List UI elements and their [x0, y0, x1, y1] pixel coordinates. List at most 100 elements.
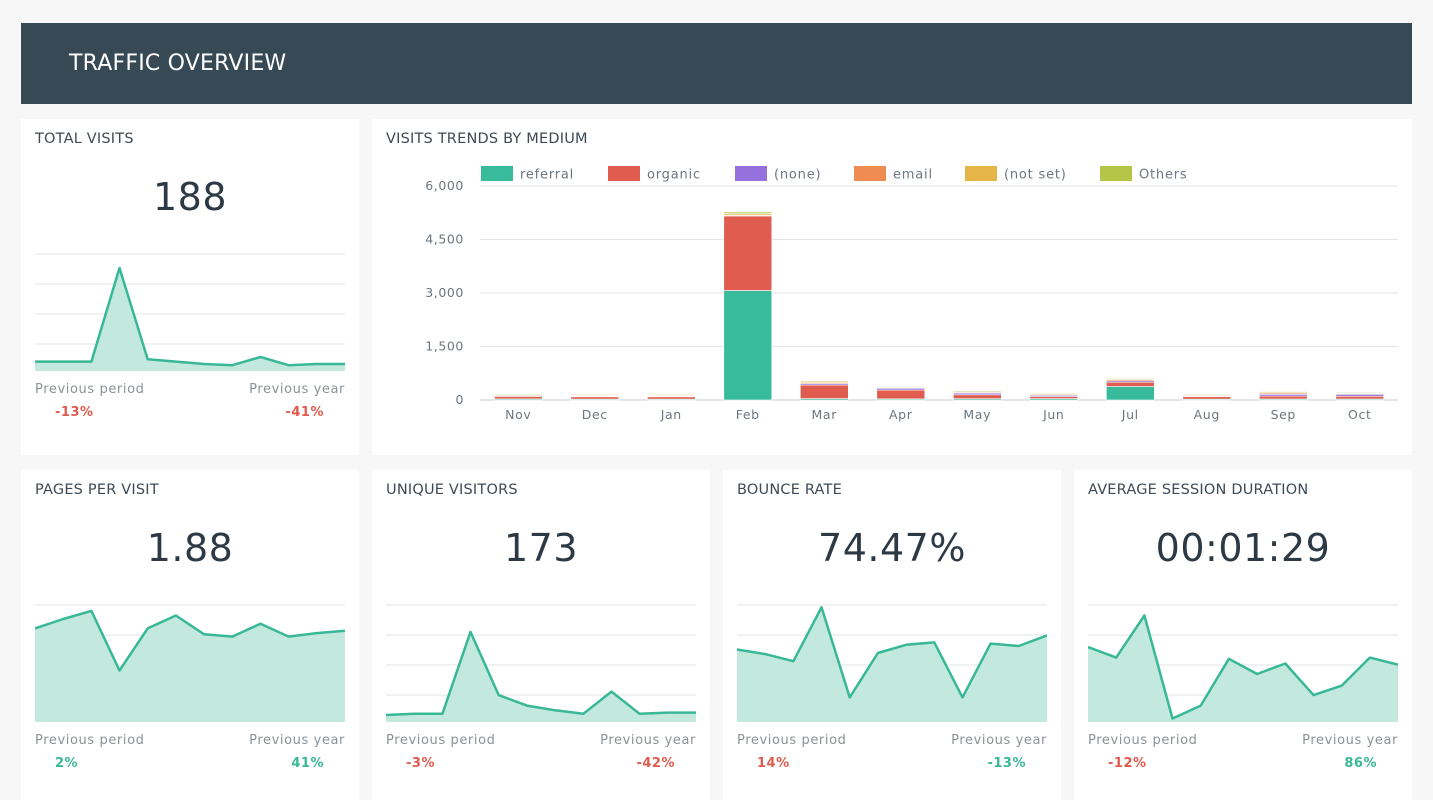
previous-year-label: Previous year	[1302, 733, 1398, 748]
pages-per-visit-card[interactable]: PAGES PER VISIT 1.88 Previous period Previo…	[21, 470, 359, 800]
bar-segment-nov-1[interactable]	[494, 396, 543, 400]
bar-segment-mar-5[interactable]	[799, 380, 849, 382]
chart-title: VISITS TRENDS BY MEDIUM	[386, 131, 588, 147]
y-tick-label: 0	[455, 392, 464, 407]
bar-segment-oct-1[interactable]	[1335, 395, 1385, 400]
avg-session-duration-card[interactable]: AVERAGE SESSION DURATION 00:01:29 Previous…	[1074, 470, 1412, 800]
bar-segment-jul-0[interactable]	[1105, 386, 1155, 401]
kpi-value: 173	[503, 526, 579, 570]
bar-segment-oct-5[interactable]	[1335, 392, 1385, 394]
legend-swatch	[735, 166, 767, 181]
legend-label: referral	[520, 168, 574, 183]
sparkline-chart	[35, 253, 345, 371]
bar-segment-feb-0[interactable]	[723, 290, 773, 401]
card-title: PAGES PER VISIT	[35, 482, 159, 498]
kpi-value: 74.47%	[818, 526, 966, 570]
sparkline-line	[386, 630, 696, 717]
sparkline-line	[35, 266, 345, 367]
previous-year-change: -13%	[987, 756, 1026, 771]
sparkline-chart	[386, 604, 696, 722]
legend-label: (none)	[774, 168, 821, 183]
bar-segment-sep-1[interactable]	[1258, 395, 1308, 400]
kpi-value: 1.88	[146, 526, 234, 570]
sparkline-area	[35, 610, 345, 722]
previous-period-label: Previous period	[386, 733, 496, 748]
card-title: AVERAGE SESSION DURATION	[1088, 482, 1309, 498]
bar-segment-aug-1[interactable]	[1182, 396, 1232, 400]
y-tick-label: 6,000	[425, 178, 464, 193]
sparkline-line	[1088, 614, 1398, 720]
x-tick-label: Dec	[582, 407, 608, 422]
previous-year-label: Previous year	[249, 382, 345, 397]
card-title: UNIQUE VISITORS	[386, 482, 518, 498]
previous-period-label: Previous period	[35, 382, 145, 397]
legend-swatch	[965, 166, 997, 181]
bounce-rate-card[interactable]: BOUNCE RATE 74.47% Previous period Previous…	[723, 470, 1061, 800]
unique-visitors-card[interactable]: UNIQUE VISITORS 173 Previous period Previou…	[372, 470, 710, 800]
previous-year-change: 41%	[291, 756, 324, 771]
sparkline-chart	[1088, 604, 1398, 722]
bar-segment-jul-5[interactable]	[1105, 377, 1155, 380]
bar-segment-dec-1[interactable]	[570, 396, 620, 400]
bar-segment-may-5[interactable]	[952, 390, 1002, 392]
legend-label: (not set)	[1004, 168, 1067, 183]
sparkline-line	[35, 609, 345, 672]
previous-period-label: Previous period	[737, 733, 847, 748]
previous-period-label: Previous period	[35, 733, 145, 748]
bar-segment-feb-5[interactable]	[723, 211, 773, 214]
previous-period-change: 14%	[757, 756, 790, 771]
x-tick-label: Apr	[889, 407, 913, 422]
card-title: TOTAL VISITS	[35, 131, 134, 147]
legend-swatch	[854, 166, 886, 181]
previous-period-change: -12%	[1108, 756, 1147, 771]
previous-year-label: Previous year	[249, 733, 345, 748]
x-tick-label: Feb	[736, 407, 760, 422]
kpi-value: 188	[152, 175, 228, 219]
sparkline-chart	[35, 604, 345, 722]
card-title: BOUNCE RATE	[737, 482, 842, 498]
legend-swatch	[608, 166, 640, 181]
sparkline-area	[35, 268, 345, 371]
sparkline-area	[737, 607, 1047, 722]
kpi-value: 00:01:29	[1155, 526, 1331, 570]
x-tick-label: Nov	[505, 407, 531, 422]
total-visits-card[interactable]: TOTAL VISITS 188 Previous period Previous y…	[21, 119, 359, 455]
legend-swatch	[1100, 166, 1132, 181]
x-tick-label: May	[963, 407, 991, 422]
y-tick-label: 4,500	[425, 232, 464, 247]
bar-segment-dec-5[interactable]	[570, 394, 620, 396]
legend-label: email	[893, 168, 933, 183]
bar-segment-feb-1[interactable]	[723, 215, 773, 291]
bar-segment-mar-1[interactable]	[799, 384, 849, 399]
bar-segment-apr-5[interactable]	[876, 386, 926, 388]
bar-segment-sep-5[interactable]	[1258, 391, 1308, 393]
bar-segment-aug-5[interactable]	[1182, 393, 1232, 396]
y-tick-label: 3,000	[425, 285, 464, 300]
bar-segment-jun-5[interactable]	[1029, 392, 1079, 395]
page-title: TRAFFIC OVERVIEW	[69, 51, 287, 76]
previous-period-label: Previous period	[1088, 733, 1198, 748]
legend-label: Others	[1139, 168, 1188, 183]
bar-segment-jan-1[interactable]	[646, 396, 696, 400]
bar-segment-nov-5[interactable]	[494, 393, 543, 395]
x-tick-label: Sep	[1271, 407, 1296, 422]
x-tick-label: Mar	[812, 407, 838, 422]
x-tick-label: Oct	[1348, 407, 1371, 422]
bar-segment-may-1[interactable]	[952, 394, 1002, 399]
legend-swatch	[481, 166, 513, 181]
sparkline-line	[737, 606, 1047, 699]
bar-segment-apr-1[interactable]	[876, 389, 926, 400]
y-tick-label: 1,500	[425, 339, 464, 354]
previous-year-label: Previous year	[951, 733, 1047, 748]
previous-year-label: Previous year	[600, 733, 696, 748]
x-tick-label: Aug	[1194, 407, 1220, 422]
previous-period-change: 2%	[55, 756, 79, 771]
bar-segment-jul-1[interactable]	[1105, 381, 1155, 387]
x-tick-label: Jun	[1042, 407, 1064, 422]
previous-year-change: -41%	[285, 405, 324, 420]
sparkline-chart	[737, 604, 1047, 722]
previous-year-change: -42%	[636, 756, 675, 771]
legend-label: organic	[647, 168, 701, 183]
bar-segment-jan-5[interactable]	[646, 394, 696, 396]
visits-trends-card[interactable]: VISITS TRENDS BY MEDIUM 6,000 4,500 3,000 1…	[372, 119, 1412, 455]
